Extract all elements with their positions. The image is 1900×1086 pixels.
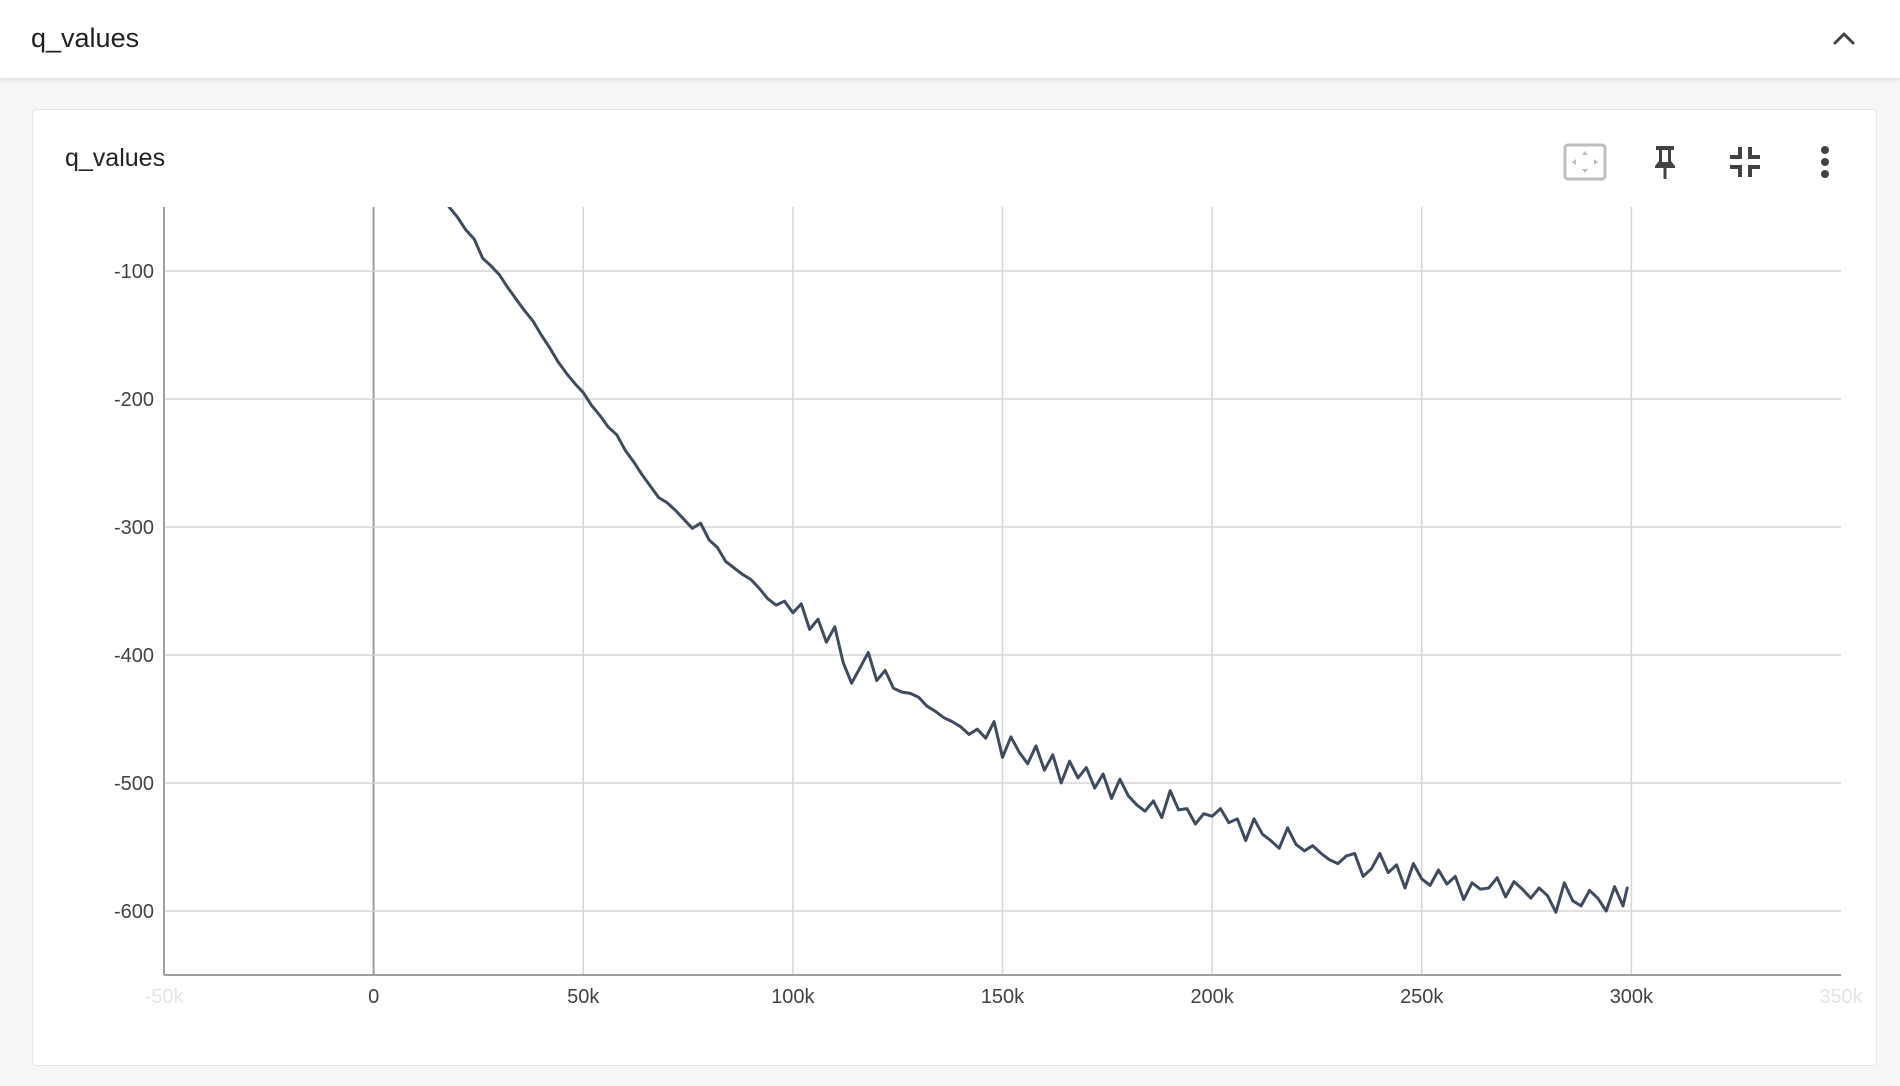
fit-to-data-icon <box>1563 143 1607 181</box>
tick-labels: -50k 0 50k 100k 150k 200k 250k 300k 350k -100 -200… <box>114 261 1864 1008</box>
x-tick-label: 100k <box>771 986 815 1008</box>
pin-icon <box>1655 146 1675 179</box>
card-title: q_values <box>65 144 166 172</box>
x-tick-label: 50k <box>567 986 600 1008</box>
x-tick-label: 150k <box>981 986 1025 1008</box>
section-header: q_values <box>0 0 1900 78</box>
line-chart[interactable]: -50k 0 50k 100k 150k 200k 250k 300k 350k -100 -200… <box>33 110 1876 1065</box>
y-tick-label: -200 <box>114 389 154 411</box>
chevron-up-icon <box>1833 32 1855 45</box>
series-layer <box>447 207 1629 914</box>
y-tick-label: -100 <box>114 261 154 283</box>
more-vert-icon <box>1821 146 1829 178</box>
x-tick-label: 0 <box>368 986 379 1008</box>
section-title: q_values <box>31 23 140 53</box>
chart-card: q_values <box>32 109 1877 1066</box>
x-tick-label: 300k <box>1610 986 1654 1008</box>
minimize-button[interactable] <box>1721 138 1769 186</box>
y-tick-label: -500 <box>114 773 154 795</box>
collapse-section-button[interactable] <box>1824 18 1864 58</box>
grid <box>164 207 1841 975</box>
x-tick-label: 200k <box>1190 986 1234 1008</box>
axes <box>163 207 1841 976</box>
y-tick-label: -300 <box>114 517 154 539</box>
x-tick-label: 250k <box>1400 986 1444 1008</box>
y-tick-label: -400 <box>114 645 154 667</box>
fit-to-data-button[interactable] <box>1561 138 1609 186</box>
x-tick-label: 350k <box>1819 986 1863 1008</box>
series-line <box>447 207 1629 914</box>
minimize-icon <box>1730 147 1760 177</box>
pin-button[interactable] <box>1641 138 1689 186</box>
more-options-button[interactable] <box>1801 138 1849 186</box>
y-tick-label: -600 <box>114 901 154 923</box>
x-tick-label: -50k <box>145 986 185 1008</box>
